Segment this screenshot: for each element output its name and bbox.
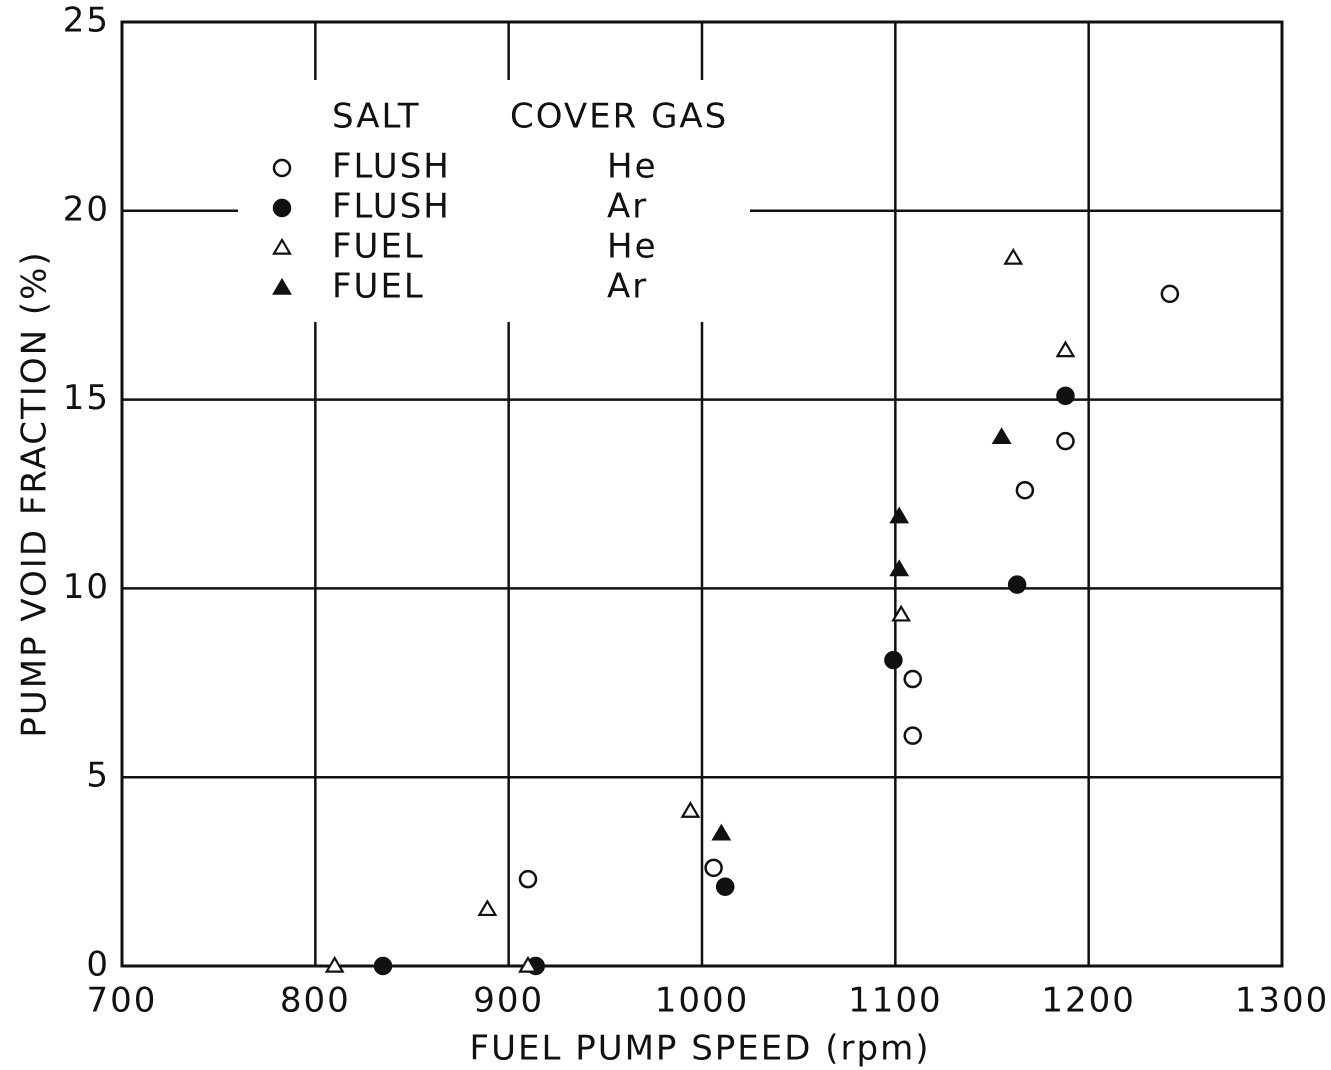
legend-background bbox=[238, 80, 750, 322]
legend-label: FUEL bbox=[332, 227, 425, 267]
legend-marker bbox=[272, 158, 292, 178]
data-point bbox=[680, 801, 701, 818]
x-tick-label: 1200 bbox=[1041, 981, 1136, 1021]
legend-label: He bbox=[607, 227, 657, 267]
legend-header: COVER GAS bbox=[510, 97, 728, 137]
data-point bbox=[518, 955, 538, 973]
data-point bbox=[704, 858, 723, 878]
x-axis-label: FUEL PUMP SPEED (rpm) bbox=[470, 1029, 931, 1069]
data-point bbox=[518, 869, 538, 889]
data-point bbox=[711, 823, 732, 841]
y-tick-label: 15 bbox=[63, 378, 110, 418]
legend-marker bbox=[272, 198, 292, 218]
data-point bbox=[1007, 575, 1027, 594]
legend-label: FLUSH bbox=[332, 147, 451, 187]
y-tick-label: 10 bbox=[63, 567, 110, 607]
data-point bbox=[1160, 284, 1180, 304]
legend-header: SALT bbox=[332, 97, 421, 137]
legend-marker bbox=[272, 237, 292, 255]
y-tick-label: 0 bbox=[86, 945, 110, 985]
data-point bbox=[324, 955, 345, 973]
legend-label: Ar bbox=[607, 267, 648, 307]
y-tick-label: 20 bbox=[63, 189, 110, 229]
data-point bbox=[715, 877, 735, 896]
data-point bbox=[903, 669, 922, 689]
x-tick-label: 1100 bbox=[848, 981, 943, 1021]
y-tick-label: 5 bbox=[86, 756, 110, 796]
data-point bbox=[884, 650, 903, 670]
data-point bbox=[903, 726, 922, 745]
x-tick-label: 900 bbox=[473, 981, 544, 1021]
legend-label: FUEL bbox=[332, 267, 425, 307]
data-point bbox=[1055, 340, 1076, 358]
x-tick-label: 1300 bbox=[1235, 981, 1330, 1021]
data-point bbox=[373, 956, 393, 976]
x-tick-label: 1000 bbox=[655, 981, 750, 1021]
x-tick-label: 800 bbox=[280, 981, 351, 1021]
x-tick-label: 700 bbox=[87, 981, 158, 1021]
plot-frame bbox=[120, 20, 1284, 968]
legend-label: FLUSH bbox=[332, 187, 451, 227]
data-point bbox=[891, 604, 912, 622]
legend-label: Ar bbox=[607, 187, 648, 227]
data-point bbox=[477, 899, 498, 917]
legend-label: He bbox=[607, 147, 657, 187]
data-point bbox=[1056, 431, 1075, 451]
data-point bbox=[889, 506, 910, 524]
legend-marker bbox=[272, 277, 292, 295]
data-point bbox=[1003, 247, 1024, 265]
y-axis-label: PUMP VOID FRACTION (%) bbox=[15, 250, 55, 737]
data-point bbox=[889, 559, 910, 577]
y-tick-label: 25 bbox=[63, 1, 110, 41]
data-point bbox=[1015, 480, 1035, 500]
data-point bbox=[991, 427, 1012, 445]
data-point bbox=[1056, 386, 1075, 406]
